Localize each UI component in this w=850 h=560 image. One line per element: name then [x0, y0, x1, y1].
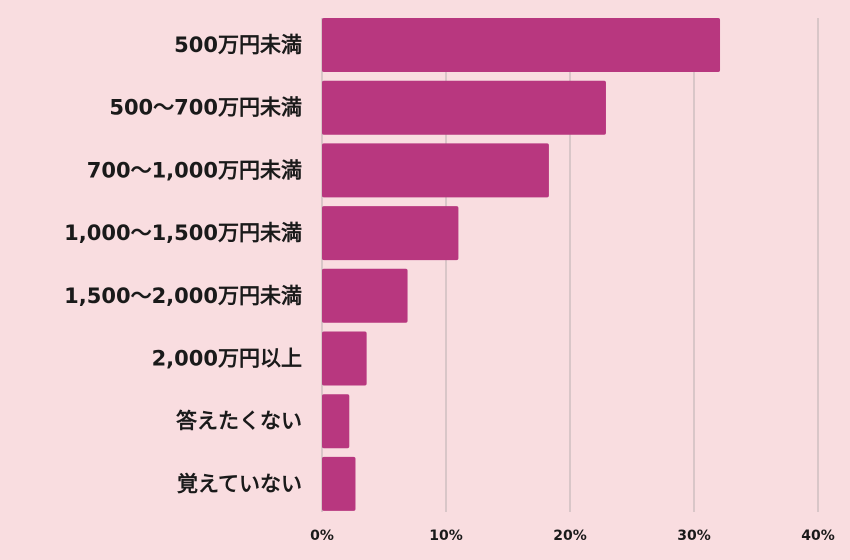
bar — [322, 268, 408, 323]
x-tick-label: 0% — [310, 528, 334, 544]
category-labels: 500万円未満 500〜700万円未満 700〜1,000万円未満 1,000〜1,5… — [64, 33, 302, 496]
category-label: 答えたくない — [176, 409, 302, 433]
x-tick-label: 10% — [429, 528, 463, 544]
bars — [322, 18, 721, 511]
bar — [322, 80, 606, 135]
bar — [322, 456, 356, 511]
category-label: 1,500〜2,000万円未満 — [64, 284, 302, 308]
bar — [322, 206, 459, 261]
x-tick-label: 40% — [801, 528, 835, 544]
category-label: 覚えていない — [177, 472, 302, 496]
category-label: 2,000万円以上 — [152, 347, 302, 371]
category-label: 500万円未満 — [174, 33, 302, 57]
x-axis-tick-labels: 0% 10% 20% 30% 40% — [310, 528, 835, 544]
category-label: 700〜1,000万円未満 — [87, 158, 302, 182]
bar — [322, 394, 350, 449]
x-tick-label: 20% — [553, 528, 587, 544]
bar — [322, 143, 549, 198]
bar — [322, 331, 367, 386]
bar — [322, 18, 721, 72]
x-tick-label: 30% — [677, 528, 711, 544]
category-label: 1,000〜1,500万円未満 — [64, 221, 302, 245]
category-label: 500〜700万円未満 — [109, 96, 302, 120]
